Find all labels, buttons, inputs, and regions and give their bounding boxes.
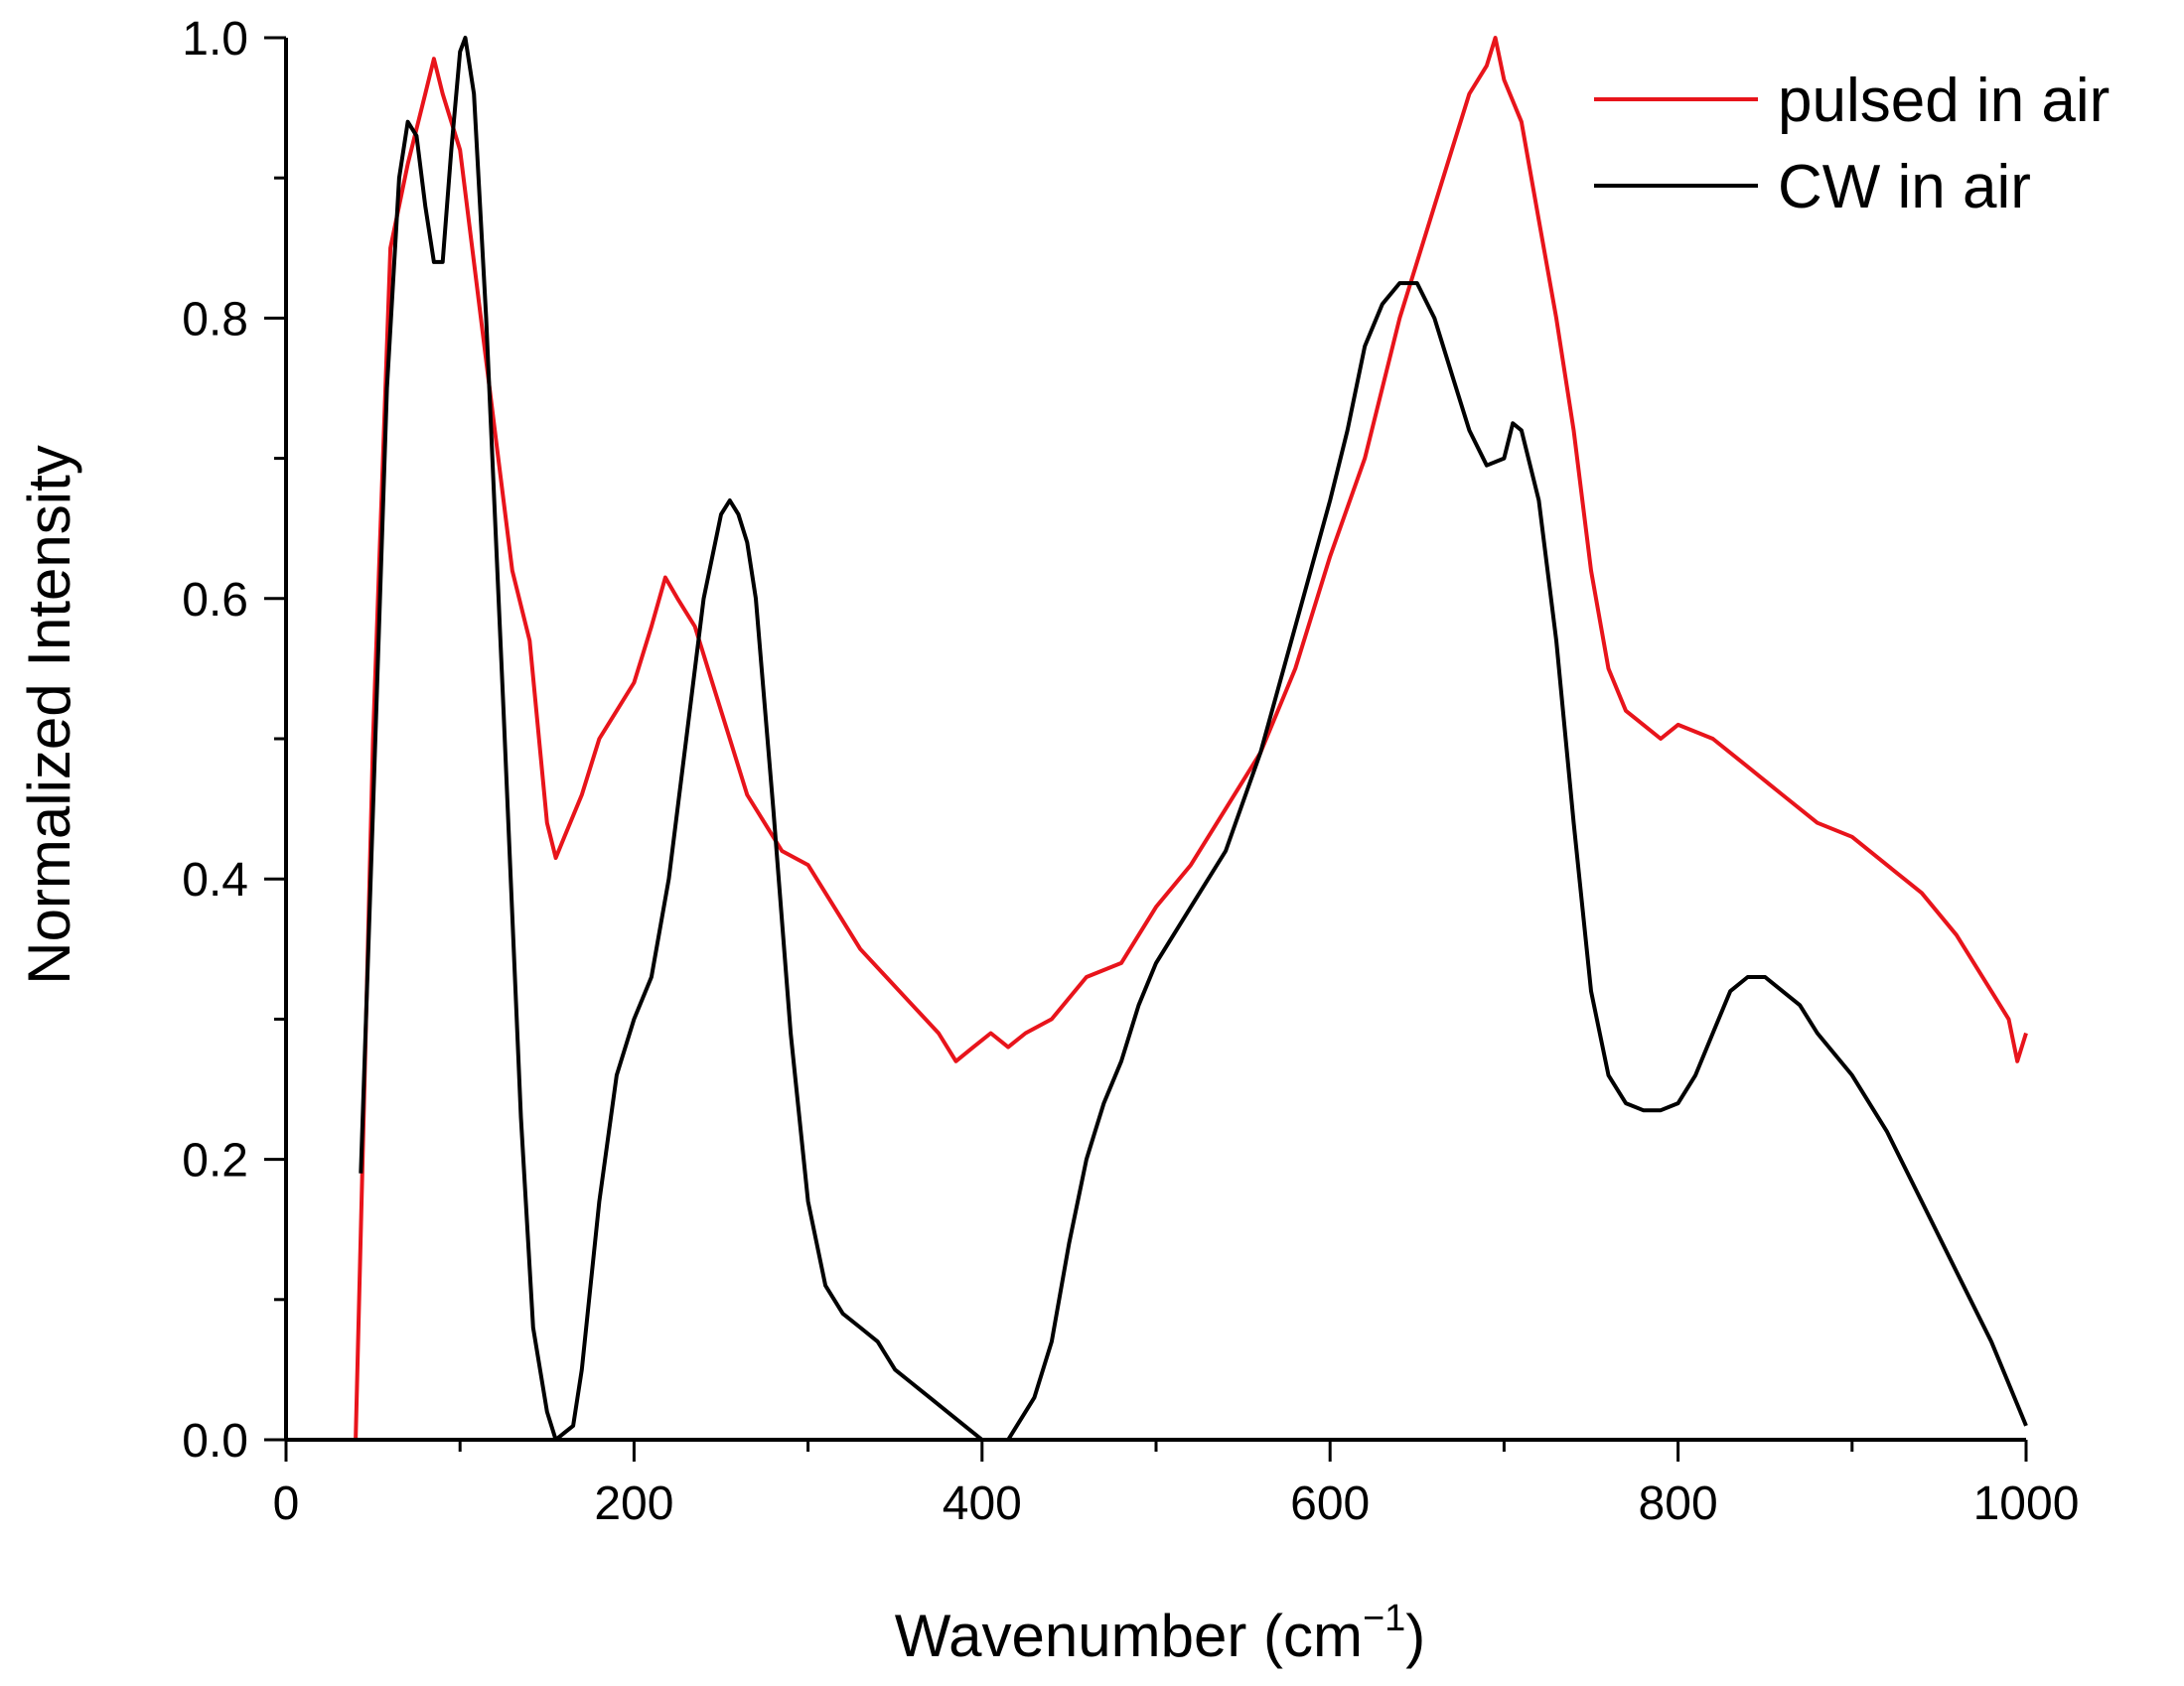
x-tick-label: 800 [1639, 1477, 1718, 1530]
y-tick-label: 0.0 [182, 1415, 248, 1468]
legend-label-pulsed: pulsed in air [1778, 67, 2110, 135]
x-tick-label: 200 [594, 1477, 673, 1530]
y-tick-label: 1.0 [182, 13, 248, 66]
series-line-cw [359, 36, 2028, 1442]
ticks: 0 200 400 600 800 1000 0.0 0.2 0.4 0.6 0.8 1.0 [182, 13, 2079, 1530]
series-line-pulsed [354, 36, 2028, 1441]
x-tick-label: 600 [1290, 1477, 1370, 1530]
x-axis-title: Wavenumber (cm−1) [895, 1598, 1426, 1669]
x-axis-title-close: ) [1405, 1603, 1425, 1669]
x-tick-label: 400 [943, 1477, 1022, 1530]
y-tick-label: 0.8 [182, 293, 248, 346]
y-tick-label: 0.2 [182, 1135, 248, 1188]
legend: pulsed in air CW in air [1594, 67, 2110, 221]
x-tick-label: 0 [273, 1477, 300, 1530]
plot-lines [354, 36, 2028, 1442]
y-tick-label: 0.6 [182, 574, 248, 627]
x-tick-label: 1000 [1973, 1477, 2080, 1530]
x-axis-title-superscript: −1 [1363, 1598, 1405, 1639]
y-tick-label: 0.4 [182, 854, 248, 907]
x-axis-title-main: Wavenumber (cm [895, 1603, 1363, 1669]
y-axis-title: Normalized Intensity [16, 445, 82, 985]
legend-label-cw: CW in air [1778, 153, 2031, 221]
